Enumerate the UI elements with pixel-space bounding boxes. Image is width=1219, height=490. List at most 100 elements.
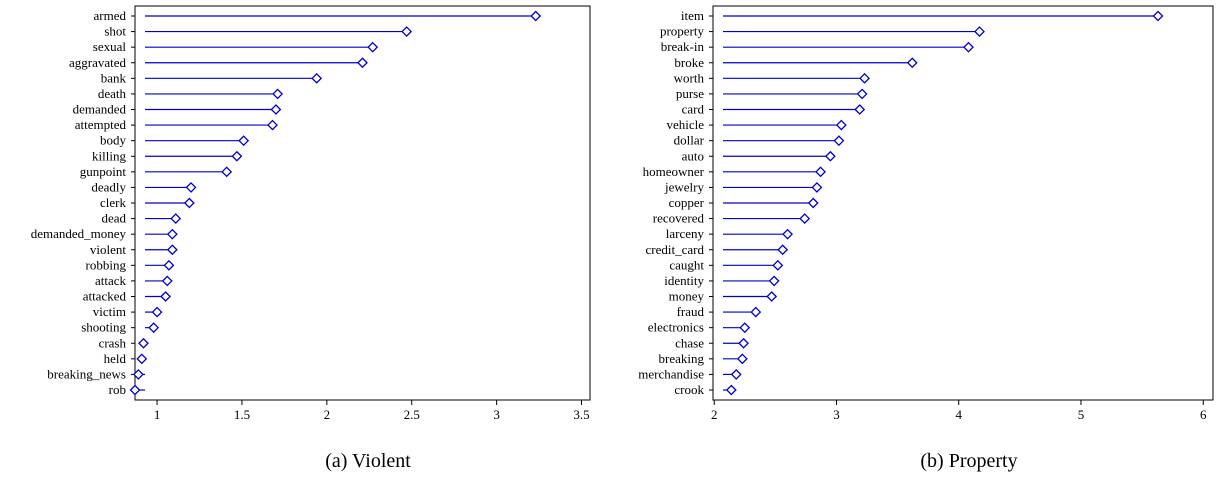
category-label: held: [104, 351, 127, 366]
lollipop-marker: [161, 275, 173, 287]
category-label: attack: [95, 273, 127, 288]
lollipop-marker: [166, 228, 178, 240]
x-tick-label: 2: [711, 407, 718, 422]
lollipop-marker: [221, 166, 233, 178]
lollipop-marker: [183, 197, 195, 209]
category-label: identity: [664, 273, 704, 288]
category-label: purse: [676, 86, 704, 101]
caption-violent: (a) Violent: [325, 450, 411, 472]
category-label: armed: [94, 8, 127, 23]
category-label: money: [669, 289, 705, 304]
lollipop-marker: [272, 88, 284, 100]
lollipop-marker: [824, 150, 836, 162]
category-label: auto: [682, 148, 704, 163]
category-label: item: [681, 8, 704, 23]
lollipop-marker: [750, 306, 762, 318]
lollipop-marker: [768, 275, 780, 287]
lollipop-marker: [367, 41, 379, 53]
category-label: robbing: [86, 257, 127, 272]
lollipop-marker: [766, 291, 778, 302]
lollipop-marker: [799, 213, 811, 225]
x-tick-label: 4: [955, 407, 962, 422]
category-label: crook: [674, 382, 704, 397]
category-label: victim: [93, 304, 126, 319]
category-label: sexual: [93, 39, 127, 54]
x-tick-label: 1.5: [234, 407, 250, 422]
category-label: break-in: [661, 39, 705, 54]
lollipop-marker: [815, 166, 826, 178]
lollipop-marker: [129, 384, 141, 396]
lollipop-marker: [132, 368, 144, 380]
category-label: merchandise: [638, 366, 704, 381]
lollipop-marker: [1152, 10, 1164, 22]
x-tick-label: 1: [154, 407, 161, 422]
lollipop-marker: [772, 259, 784, 271]
x-tick-label: 5: [1078, 407, 1085, 422]
category-label: demanded: [73, 102, 127, 117]
lollipop-marker: [160, 291, 171, 302]
lollipop-marker: [138, 337, 149, 349]
category-label: fraud: [677, 304, 705, 319]
lollipop-marker: [151, 306, 163, 318]
x-tick-label: 3: [833, 407, 840, 422]
lollipop-marker: [854, 104, 866, 115]
lollipop-marker: [357, 57, 368, 69]
caption-property: (b) Property: [920, 450, 1018, 472]
category-label: broke: [674, 55, 704, 70]
category-label: death: [98, 86, 127, 101]
category-label: vehicle: [666, 117, 704, 132]
category-label: body: [100, 133, 127, 148]
category-label: card: [682, 102, 705, 117]
x-tick-label: 6: [1200, 407, 1207, 422]
lollipop-marker: [267, 119, 278, 131]
lollipop-marker: [401, 26, 413, 38]
x-tick-label: 2: [324, 407, 331, 422]
lollipop-marker: [730, 368, 742, 380]
category-label: electronics: [648, 320, 704, 335]
lollipop-marker: [185, 181, 197, 193]
category-label: bank: [101, 70, 127, 85]
category-label: dollar: [674, 133, 705, 148]
category-label: aggravated: [69, 55, 127, 70]
lollipop-marker: [530, 10, 542, 22]
lollipop-marker: [166, 244, 178, 256]
lollipop-marker: [833, 135, 845, 147]
category-label: recovered: [653, 211, 705, 226]
category-label: attempted: [75, 117, 127, 132]
lollipop-marker: [807, 197, 819, 209]
lollipop-marker: [835, 119, 847, 131]
category-label: caught: [669, 257, 704, 272]
category-label: property: [660, 24, 705, 39]
category-label: shooting: [81, 320, 126, 335]
category-label: larceny: [666, 226, 705, 241]
category-label: deadly: [91, 179, 126, 194]
category-label: killing: [92, 148, 126, 163]
lollipop-marker: [163, 259, 175, 271]
lollipop-marker: [238, 135, 250, 147]
category-label: gunpoint: [80, 164, 127, 179]
category-label: worth: [674, 70, 705, 85]
lollipop-marker: [725, 384, 737, 396]
lollipop-marker: [963, 41, 974, 53]
lollipop-marker: [170, 213, 182, 225]
category-label: crash: [99, 335, 127, 350]
lollipop-marker: [811, 181, 823, 193]
lollipop-marker: [311, 72, 323, 84]
category-label: chase: [675, 335, 704, 350]
lollipop-marker: [782, 228, 793, 240]
lollipop-marker: [736, 353, 748, 365]
x-tick-label: 3: [493, 407, 500, 422]
lollipop-marker: [739, 322, 751, 334]
category-label: jewelry: [664, 179, 704, 194]
lollipop-marker: [856, 88, 868, 100]
category-label: dead: [101, 211, 126, 226]
category-label: breaking: [659, 351, 705, 366]
x-tick-label: 2.5: [404, 407, 420, 422]
lollipop-marker: [231, 150, 243, 162]
lollipop-marker: [270, 104, 282, 115]
lollipop-marker: [738, 337, 749, 349]
panel-property: 2 3 4 5 6 itempropertybreak-inbrokeworthpurse…: [638, 5, 1214, 422]
category-label: rob: [109, 382, 126, 397]
category-label: demanded_money: [31, 226, 127, 241]
